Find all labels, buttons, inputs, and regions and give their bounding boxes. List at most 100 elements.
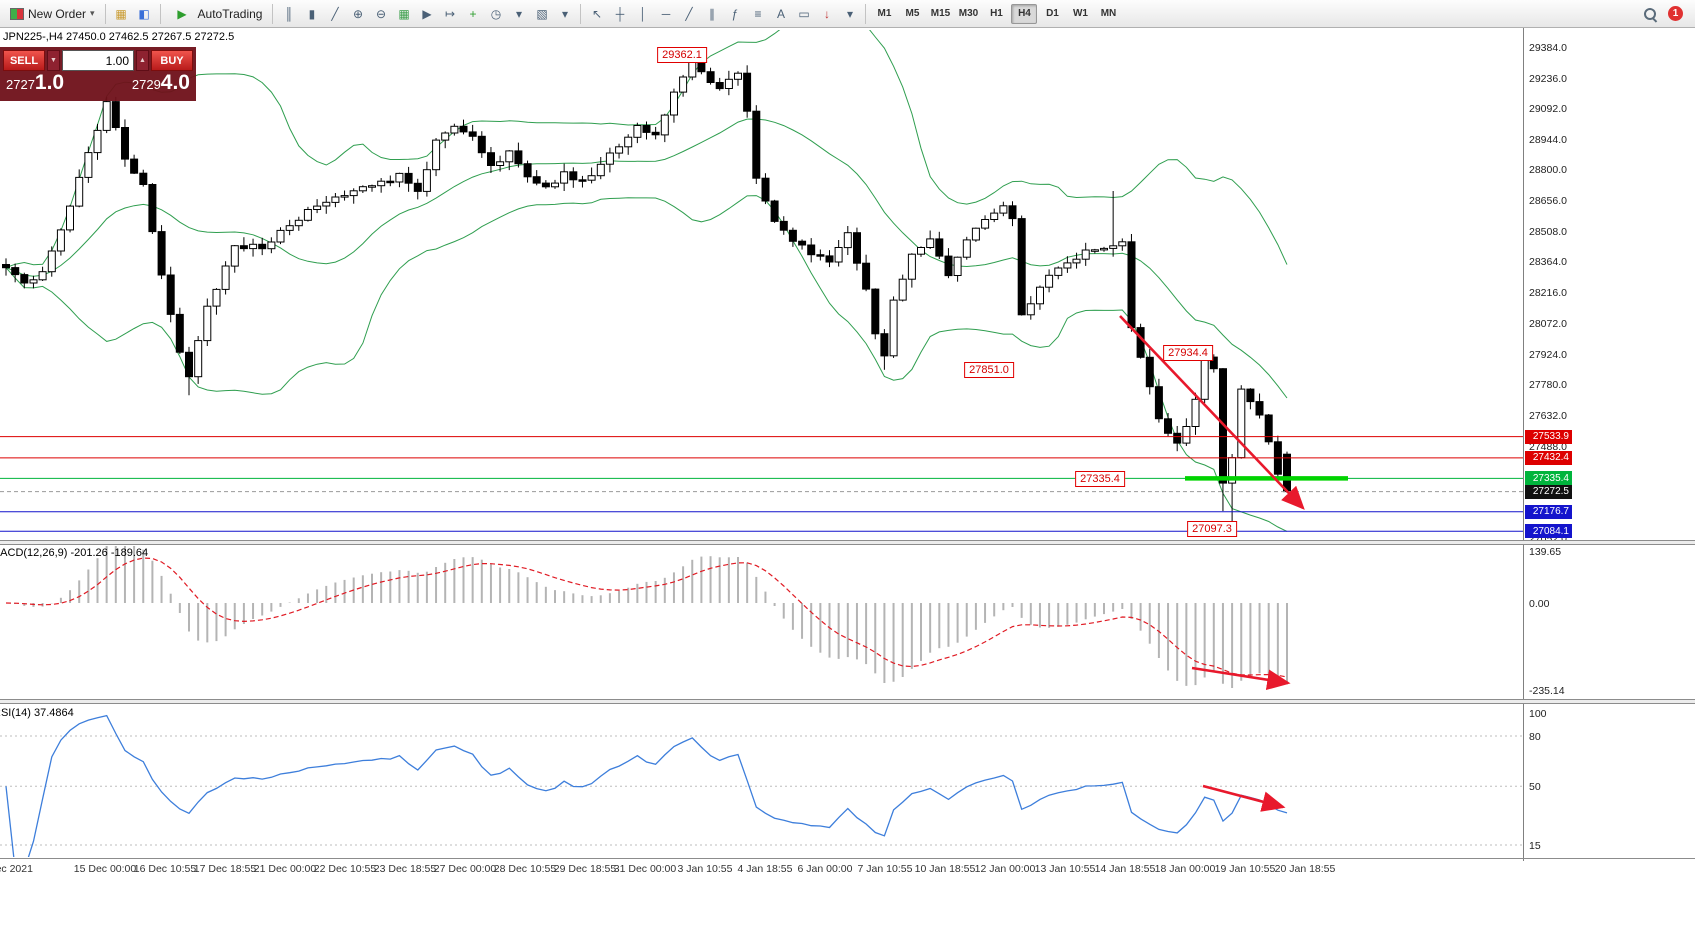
price-axis-label: 28072.0 xyxy=(1529,317,1567,330)
autotrading-button[interactable]: ▶ AutoTrading xyxy=(165,1,269,26)
horizontal-line-icon[interactable]: ─ xyxy=(661,6,671,21)
price-axis-label: 29236.0 xyxy=(1529,72,1567,85)
timeframe-m30-button[interactable]: M30 xyxy=(958,8,979,19)
sell-price-prefix: 2727 xyxy=(6,76,35,92)
rsi-axis-label: 80 xyxy=(1529,730,1541,743)
macd-panel[interactable] xyxy=(0,545,1523,699)
timeframe-m15-button[interactable]: M15 xyxy=(930,8,951,19)
sell-price[interactable]: 2727 1.0 xyxy=(6,72,64,93)
time-axis-label: 20 Jan 18:55 xyxy=(1274,863,1336,875)
macd-axis-label: -235.14 xyxy=(1529,684,1565,697)
new-order-button[interactable]: New Order ▾ xyxy=(4,5,101,23)
timeframe-m5-button[interactable]: M5 xyxy=(905,8,920,19)
new-order-label: New Order xyxy=(28,6,87,21)
timeframe-h1-button[interactable]: H1 xyxy=(990,8,1003,19)
sell-button[interactable]: SELL xyxy=(3,50,45,71)
tile-windows-icon[interactable]: ▦ xyxy=(398,6,410,21)
price-axis-label: 29092.0 xyxy=(1529,102,1567,115)
time-axis-label: 29 Dec 18:55 xyxy=(553,863,617,875)
time-axis-label: 3 Jan 10:55 xyxy=(677,863,733,875)
channel-icon[interactable]: ∥ xyxy=(708,6,715,21)
lot-size-input[interactable] xyxy=(62,50,134,71)
auto-scroll-icon[interactable]: ▶ xyxy=(422,6,432,21)
price-annotation[interactable]: 27335.4 xyxy=(1075,471,1125,487)
time-axis-label: 21 Dec 00:00 xyxy=(253,863,317,875)
arrows-icon[interactable]: ↓ xyxy=(823,6,830,21)
rsi-panel[interactable] xyxy=(0,704,1523,858)
chart-shift-icon[interactable]: ↦ xyxy=(444,6,456,21)
price-axis-label: 28364.0 xyxy=(1529,256,1567,269)
zoom-out-icon[interactable]: ⊖ xyxy=(375,6,387,21)
lot-increase-button[interactable]: ▲ xyxy=(136,50,149,71)
chevron-down-icon[interactable]: ▾ xyxy=(561,6,568,21)
chevron-down-icon[interactable]: ▾ xyxy=(90,8,95,18)
price-axis[interactable]: 29384.0 29236.0 29092.0 28944.0 28800.0 28656… xyxy=(1523,28,1603,861)
price-annotation[interactable]: 29362.1 xyxy=(657,47,707,63)
price-annotation[interactable]: 27851.0 xyxy=(964,362,1014,378)
timeframe-d1-button[interactable]: D1 xyxy=(1046,8,1059,19)
buy-price-digits: 4.0 xyxy=(160,71,190,94)
price-axis-label: 29384.0 xyxy=(1529,41,1567,54)
toolbar-chart-group: ║ ▮ ╱ ⊕ ⊖ ▦ ▶ ↦ + ◷ ▾ ▧ ▾ xyxy=(277,3,576,24)
price-annotation[interactable]: 27934.4 xyxy=(1163,345,1213,361)
price-axis-label: 28656.0 xyxy=(1529,194,1567,207)
label-icon[interactable]: ▭ xyxy=(798,6,810,21)
bar-chart-icon[interactable]: ║ xyxy=(284,6,294,21)
time-axis-label: Dec 2021 xyxy=(0,863,33,875)
timeframe-mn-button[interactable]: MN xyxy=(1100,8,1117,19)
time-axis-label: 22 Dec 10:55 xyxy=(313,863,377,875)
toolbar: New Order ▾ ▦ ◧ ▶ AutoTrading ║ ▮ ╱ ⊕ ⊖ ▦ ▶ ↦ + ◷ ▾… xyxy=(0,0,1695,28)
charts-grid-icon[interactable]: ▦ xyxy=(115,6,127,21)
toolbar-separator xyxy=(104,3,106,24)
price-tag: 27432.4 xyxy=(1525,450,1572,465)
rsi-axis-label: 50 xyxy=(1529,780,1541,793)
panel-splitter[interactable] xyxy=(0,540,1695,545)
price-tag: 27084.1 xyxy=(1525,524,1572,539)
time-axis-label: 15 Dec 00:00 xyxy=(73,863,137,875)
levels-icon[interactable]: ≡ xyxy=(754,6,762,21)
text-icon[interactable]: A xyxy=(776,6,785,21)
price-axis-label: 28800.0 xyxy=(1529,164,1567,177)
time-axis-label: 19 Jan 10:55 xyxy=(1214,863,1276,875)
vertical-line-icon[interactable]: │ xyxy=(639,6,647,21)
time-axis-label: 23 Dec 18:55 xyxy=(373,863,437,875)
buy-price[interactable]: 2729 4.0 xyxy=(131,71,190,94)
toolbar-objects-group: ↖ ┼ │ ─ ╱ ∥ ƒ ≡ A ▭ ↓ ▾ xyxy=(585,3,861,24)
periods-icon[interactable]: ◷ xyxy=(490,6,502,21)
timeframe-h4-button[interactable]: H4 xyxy=(1011,3,1038,24)
templates-icon[interactable]: ▧ xyxy=(536,6,548,21)
timeframe-m1-button[interactable]: M1 xyxy=(877,8,892,19)
time-axis-label: 18 Jan 00:00 xyxy=(1154,863,1216,875)
price-axis-label: 28216.0 xyxy=(1529,287,1567,300)
macd-axis-label: 0.00 xyxy=(1529,597,1550,610)
chevron-down-icon[interactable]: ▾ xyxy=(515,6,522,21)
price-tag: 27176.7 xyxy=(1525,504,1572,519)
fibonacci-icon[interactable]: ƒ xyxy=(731,6,739,21)
lot-decrease-button[interactable]: ▼ xyxy=(47,50,60,71)
buy-price-prefix: 2729 xyxy=(131,76,161,92)
crosshair-icon[interactable]: ┼ xyxy=(615,6,625,21)
indicators-icon[interactable]: + xyxy=(469,6,477,21)
cursor-icon[interactable]: ↖ xyxy=(591,6,603,21)
line-chart-icon[interactable]: ╱ xyxy=(331,6,339,21)
buy-button[interactable]: BUY xyxy=(151,50,193,71)
zoom-in-icon[interactable]: ⊕ xyxy=(352,6,364,21)
search-icon[interactable] xyxy=(1642,6,1658,22)
chevron-down-icon[interactable]: ▾ xyxy=(846,6,853,21)
profiles-icon[interactable]: ◧ xyxy=(138,6,150,21)
time-axis-label: 16 Dec 10:55 xyxy=(133,863,197,875)
price-annotation[interactable]: 27097.3 xyxy=(1187,521,1237,537)
price-tag: 27335.4 xyxy=(1525,471,1572,486)
candlestick-chart-icon[interactable]: ▮ xyxy=(308,6,316,21)
panel-splitter[interactable] xyxy=(0,699,1695,704)
main-chart[interactable] xyxy=(0,28,1523,540)
notification-badge[interactable]: 1 xyxy=(1668,6,1683,21)
toolbar-right: 1 xyxy=(1642,6,1691,22)
trendline-icon[interactable]: ╱ xyxy=(685,6,693,21)
timeframe-w1-button[interactable]: W1 xyxy=(1072,8,1088,19)
autotrading-label: AutoTrading xyxy=(197,6,263,21)
